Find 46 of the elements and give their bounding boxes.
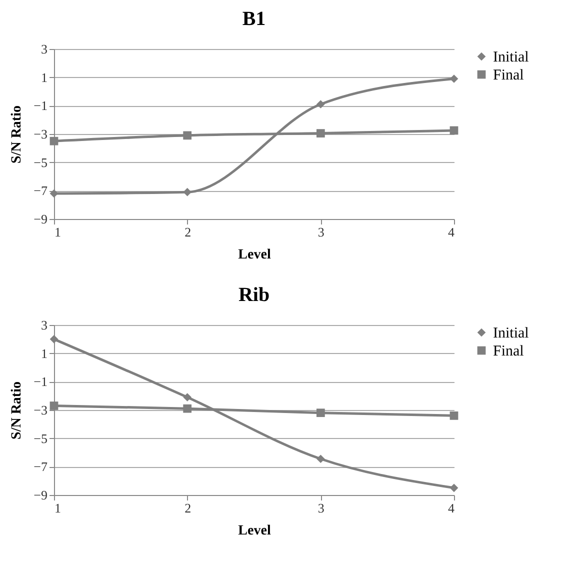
y-tick-label: 3 <box>41 42 48 56</box>
point <box>183 393 192 402</box>
y-axis-title: S/N Ratio <box>10 106 25 164</box>
legend-label: Initial <box>493 326 529 342</box>
point <box>316 129 325 138</box>
chart-title: Rib <box>238 284 270 306</box>
y-tick-label: −9 <box>34 212 48 226</box>
x-tick-label: 3 <box>318 224 324 240</box>
y-tick-label: −3 <box>34 402 48 418</box>
point <box>316 454 325 464</box>
point <box>50 136 58 146</box>
x-tick-label: 3 <box>318 500 324 516</box>
y-tick-label: 1 <box>41 70 48 85</box>
y-tick-label: −7 <box>34 183 48 198</box>
legend-label: Final <box>493 68 524 84</box>
x-axis-title: Level <box>238 524 271 538</box>
point <box>450 411 458 420</box>
y-tick-label: 1 <box>41 346 48 361</box>
y-tick-label: 3 <box>41 318 48 332</box>
point <box>50 402 58 410</box>
x-tick-label: 2 <box>184 224 192 240</box>
x-tick-label: 4 <box>448 224 455 240</box>
y-tick-label: −9 <box>34 488 48 502</box>
x-tick-label: 1 <box>54 224 61 240</box>
point <box>450 74 458 83</box>
y-tick-label: −1 <box>34 374 48 390</box>
y-tick-label: −3 <box>34 126 48 142</box>
x-axis-title: Level <box>238 248 271 262</box>
y-tick-label: −7 <box>34 459 48 474</box>
point <box>450 484 458 492</box>
x-tick-label: 4 <box>448 500 455 516</box>
y-tick-label: −5 <box>34 430 48 446</box>
y-axis-title: S/N Ratio <box>10 382 25 440</box>
point <box>316 408 325 418</box>
point <box>183 131 192 140</box>
legend-label: Final <box>493 344 524 360</box>
x-tick-label: 1 <box>54 500 61 516</box>
y-tick-label: −1 <box>34 98 48 114</box>
point <box>183 404 192 413</box>
chart-title: B1 <box>242 8 266 30</box>
point <box>450 126 458 135</box>
legend-label: Initial <box>493 50 529 66</box>
x-tick-label: 2 <box>184 500 192 516</box>
point <box>50 334 58 344</box>
point <box>316 100 325 108</box>
y-tick-label: −5 <box>34 154 48 170</box>
